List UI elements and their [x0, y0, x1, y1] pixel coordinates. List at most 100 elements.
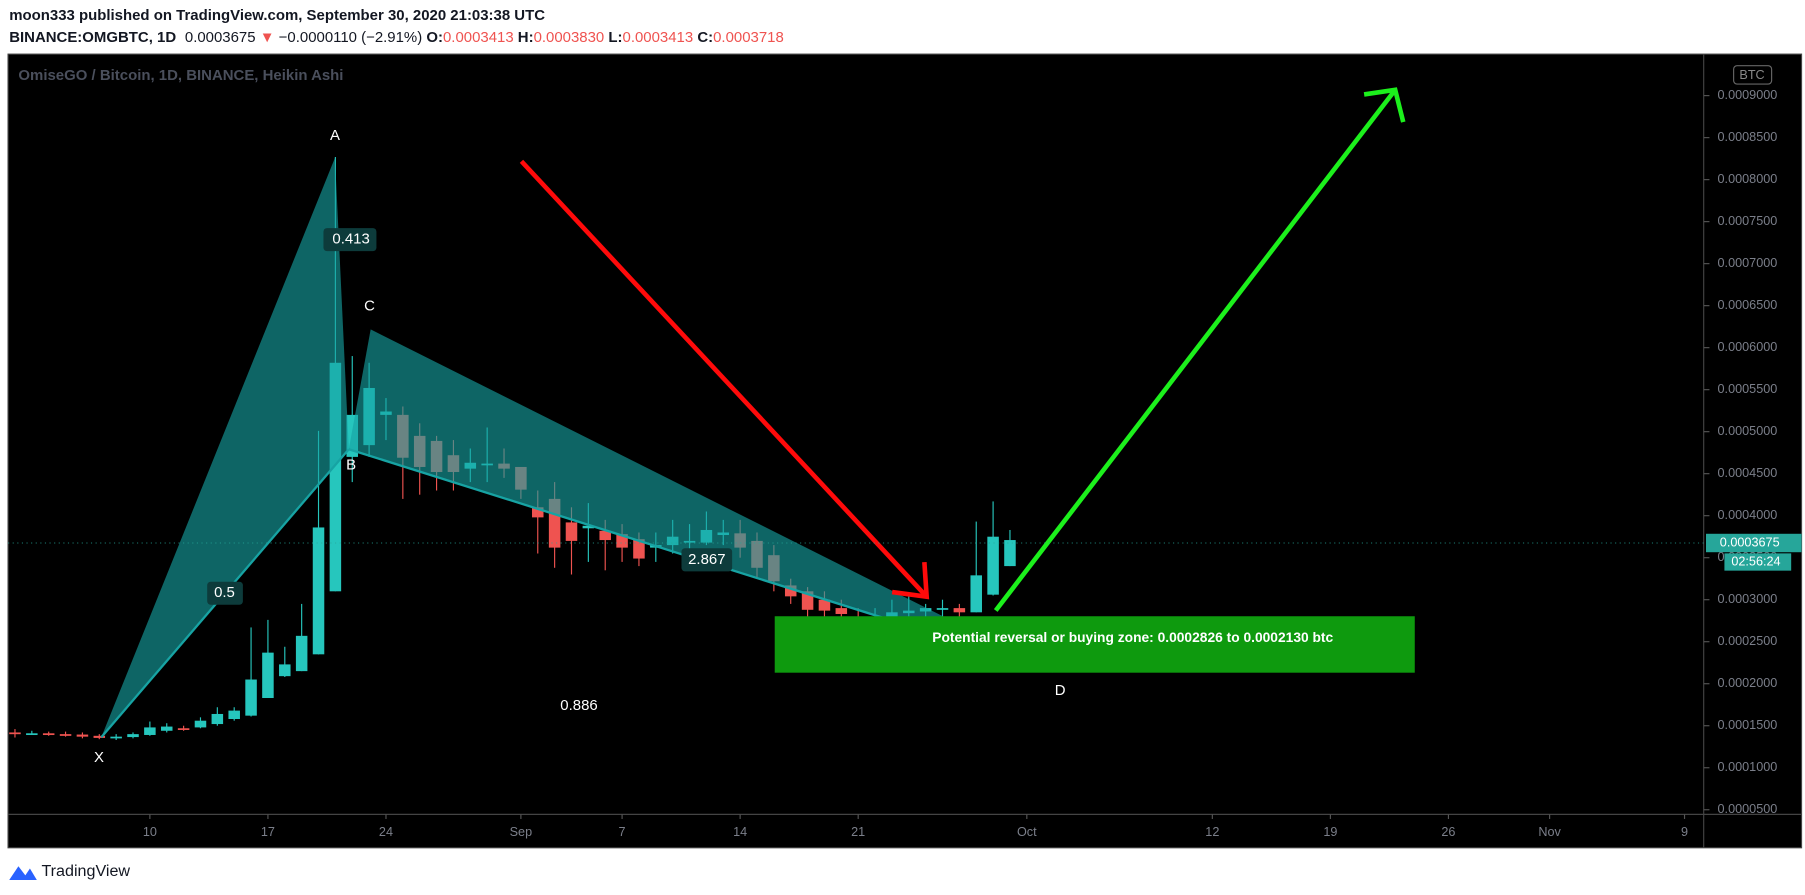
h-value: 0.0003830	[534, 29, 605, 46]
candle-body	[599, 530, 611, 541]
y-tick-label: 0.0006000	[1718, 340, 1778, 354]
red-arrow-head	[891, 561, 930, 600]
xab-triangle	[101, 157, 349, 738]
candle-body	[295, 635, 308, 672]
y-tick-label: 0.0008500	[1718, 130, 1778, 144]
candle-body	[110, 736, 122, 739]
buying-zone	[774, 616, 1415, 673]
candle-body	[9, 732, 21, 735]
x-tick-label: 24	[379, 825, 393, 839]
candle-body	[59, 734, 72, 736]
point-c: C	[364, 297, 375, 314]
x-tick-label: 26	[1441, 825, 1455, 839]
ratio-xd: 0.886	[560, 697, 597, 714]
ratio-box	[323, 228, 377, 252]
candle-body	[312, 527, 325, 655]
x-tick-label: 17	[261, 825, 275, 839]
x-tick-label: 7	[619, 825, 626, 839]
footer-logo: TradingView	[9, 862, 130, 880]
logo-icon	[9, 866, 37, 881]
ratio-xb: 0.5	[214, 584, 235, 601]
candle-body	[144, 727, 156, 735]
candle-body	[616, 534, 628, 548]
candle-body	[548, 498, 561, 548]
y-tick-label: 0.0005500	[1718, 382, 1778, 396]
change: −0.0000110 (−2.91%)	[279, 29, 423, 46]
symbol: BINANCE:OMGBTC, 1D	[9, 29, 176, 46]
y-tick-label: 0.0007000	[1718, 256, 1778, 270]
axes: 0.0009000 0.0008500 0.0008000 0.0007500 0.00…	[8, 88, 1802, 839]
candle-body	[329, 362, 342, 592]
candle-body	[228, 710, 240, 720]
ratio-box	[681, 548, 733, 572]
x-tick-label: 10	[143, 825, 157, 839]
candle-body	[987, 536, 999, 595]
h-label: H:	[518, 29, 534, 46]
candle-body	[582, 525, 595, 529]
candle-body	[42, 733, 55, 736]
bcd-triangle	[348, 329, 1054, 672]
point-b: B	[346, 456, 356, 473]
candle-body	[818, 599, 831, 611]
countdown: 02:56:24	[1731, 554, 1780, 568]
candle-body	[76, 734, 89, 737]
y-tick-label: 0.0003000	[1718, 592, 1778, 606]
symbol-line: BINANCE:OMGBTC, 1D 0.0003675 ▼ −0.000011…	[9, 29, 784, 46]
y-tick-label: 0.0001000	[1718, 760, 1778, 774]
y-tick-label: 0.0000500	[1718, 802, 1778, 816]
last-price-tag	[1706, 533, 1802, 553]
ratio-xab: 0.413	[332, 231, 369, 248]
candle-body	[26, 733, 38, 736]
candle-body	[211, 713, 224, 725]
candle-body	[565, 522, 578, 541]
green-arrow-head	[1363, 87, 1406, 123]
ratio-box	[207, 581, 243, 605]
o-value: 0.0003413	[443, 29, 514, 46]
c-value: 0.0003718	[713, 29, 784, 46]
published-line: moon333 published on TradingView.com, Se…	[9, 7, 545, 24]
red-arrow	[519, 159, 930, 600]
y-tick-label: 0.0007500	[1718, 214, 1778, 228]
point-x: X	[94, 749, 104, 766]
x-tick-label: Nov	[1538, 825, 1561, 839]
green-arrow-shaft	[993, 88, 1398, 612]
down-sign: ▼	[260, 29, 275, 46]
l-value: 0.0003413	[623, 29, 694, 46]
currency: BTC	[1739, 68, 1764, 82]
last: 0.0003675	[185, 29, 256, 46]
c-label: C:	[697, 29, 713, 46]
currency-badge	[1733, 65, 1773, 85]
candle-body	[953, 608, 966, 613]
candle-body	[177, 728, 190, 730]
y-tick-label: 0.0001500	[1718, 718, 1778, 732]
o-label: O:	[426, 29, 443, 46]
candle-body	[245, 679, 257, 716]
candle-body	[262, 652, 274, 699]
x-tick-label: 19	[1323, 825, 1337, 839]
candle-body	[936, 608, 949, 610]
countdown-tag	[1724, 553, 1792, 571]
candle-body	[279, 664, 291, 677]
candle-body	[160, 726, 173, 731]
candle-body	[835, 608, 848, 614]
point-a: A	[330, 127, 340, 144]
y-tick-label: 0.0002000	[1718, 676, 1778, 690]
x-tick-label: 9	[1681, 825, 1688, 839]
candle-body	[970, 575, 982, 613]
candle-body	[1004, 540, 1016, 567]
x-tick-label: 21	[851, 825, 865, 839]
y-tick-label: 0.0006500	[1718, 298, 1778, 312]
candle-body	[127, 734, 139, 738]
candle-body	[93, 735, 106, 738]
candle-body	[633, 539, 645, 559]
chart-legend: OmiseGO / Bitcoin, 1D, BINANCE, Heikin A…	[18, 67, 343, 84]
pattern-labels: X A B C D	[94, 127, 1066, 766]
logo-text: TradingView	[41, 862, 130, 880]
x-tick-label: Oct	[1017, 825, 1037, 839]
ratio-bd: 2.867	[688, 551, 725, 568]
y-tick-label: 0.0009000	[1718, 88, 1778, 102]
y-tick-label: 0.0004500	[1718, 466, 1778, 480]
x-tick-label: Sep	[510, 825, 533, 839]
x-tick-label: 14	[733, 825, 747, 839]
